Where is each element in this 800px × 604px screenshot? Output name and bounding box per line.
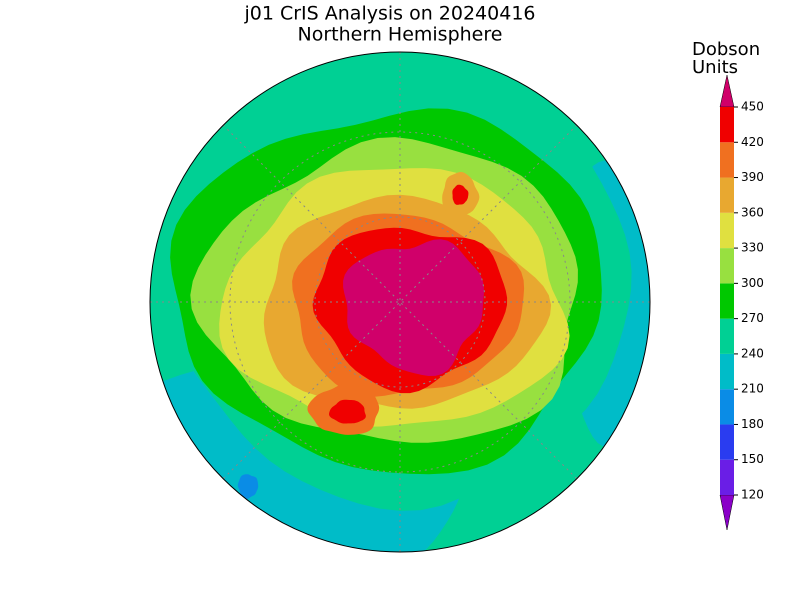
- colorbar-segment: [720, 212, 734, 249]
- map-border: [149, 51, 651, 553]
- colorbar-segment: [720, 353, 734, 390]
- colorbar-segment: [720, 177, 734, 213]
- colorbar-tick-label: 210: [741, 382, 764, 396]
- colorbar-label: Dobson: [692, 39, 760, 60]
- colorbar-segment: [720, 248, 734, 284]
- colorbar-tick-label: 150: [741, 452, 764, 466]
- colorbar-tick-label: 390: [741, 170, 764, 184]
- colorbar-tick-label: 420: [741, 135, 764, 149]
- ozone-contour: [452, 184, 469, 205]
- colorbar-tick-label: 330: [741, 241, 764, 255]
- colorbar-tick-label: 180: [741, 417, 764, 431]
- map-field: [150, 52, 650, 552]
- map-subtitle: Northern Hemisphere: [298, 24, 503, 46]
- ozone-contour: [237, 474, 259, 499]
- colorbar-tick-label: 120: [741, 488, 764, 502]
- graticule: [150, 52, 650, 552]
- colorbar-segment: [720, 142, 734, 178]
- colorbar-tick-label: 270: [741, 311, 764, 325]
- colorbar-tick-label: 300: [741, 276, 764, 290]
- ozone-contour: [343, 239, 484, 376]
- colorbar-tick-label: 240: [741, 346, 764, 360]
- map-title: j01 CrIS Analysis on 20240416: [243, 3, 535, 25]
- colorbar-segment: [720, 283, 734, 319]
- colorbar-segment: [720, 389, 734, 425]
- colorbar-label: Units: [692, 57, 738, 78]
- colorbar-extend-high: [719, 74, 735, 108]
- colorbar-segment: [720, 318, 734, 354]
- colorbar-extend-low: [719, 494, 735, 531]
- colorbar-segment: [720, 107, 734, 143]
- colorbar-segment: [720, 424, 734, 460]
- ozone-contour: [329, 399, 366, 424]
- colorbar: 120 150 180 210 240 270 300 330 360 390 420 450: [719, 74, 764, 531]
- latitude-circle: [314, 216, 486, 388]
- colorbar-tick-label: 450: [741, 100, 764, 114]
- colorbar-segment: [720, 459, 734, 495]
- colorbar-tick-label: 360: [741, 205, 764, 219]
